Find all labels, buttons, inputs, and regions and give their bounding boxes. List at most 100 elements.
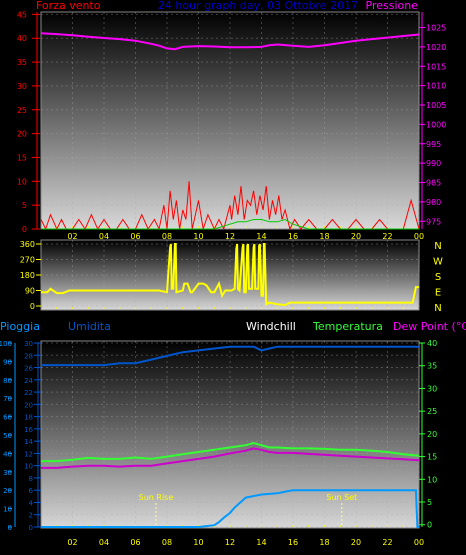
wind-tick-label: 45: [17, 10, 27, 19]
rain-tick-label: 50: [3, 432, 12, 440]
hour-tick: [87, 226, 90, 228]
pressure-tick-label: 1020: [426, 43, 446, 52]
hour-tick: [71, 226, 74, 228]
compass-label: N: [434, 241, 441, 252]
hour-tick: [55, 307, 58, 309]
hour-tick: [244, 226, 247, 228]
hour-label: 00: [414, 232, 424, 241]
hour-tick: [339, 307, 342, 309]
pressure-tick-label: 985: [426, 179, 441, 188]
temperature-line: [41, 441, 420, 463]
wind-tick-label: 0: [22, 225, 27, 234]
hour-tick: [292, 525, 294, 527]
hour-tick: [355, 226, 357, 228]
direction-tick-label: 270: [20, 256, 35, 265]
pressure-tick-label: 995: [426, 140, 441, 149]
hour-label: 18: [319, 538, 329, 547]
hour-tick: [276, 307, 279, 309]
hour-tick: [307, 525, 310, 527]
temperature-tick-label: 25: [427, 407, 437, 416]
direction-tick-label: 360: [20, 240, 35, 249]
dewpoint-line: [41, 447, 420, 469]
hour-tick: [307, 307, 310, 309]
hour-tick: [229, 525, 231, 527]
rain-axis-label: Pioggia: [0, 320, 40, 333]
humidity-tick-label: 30: [24, 340, 33, 348]
hour-tick: [402, 307, 405, 309]
hour-label: 04: [99, 232, 109, 241]
hour-tick: [386, 307, 389, 309]
rain-tick-label: 40: [3, 450, 12, 458]
hour-label: 08: [162, 538, 172, 547]
hour-label: 10: [193, 232, 203, 241]
compass-label: E: [435, 288, 441, 299]
hour-label: 16: [288, 232, 298, 241]
hour-label: 22: [382, 232, 392, 241]
hour-tick: [292, 226, 294, 228]
hour-tick: [103, 307, 105, 309]
hour-tick: [118, 226, 121, 228]
hour-tick: [292, 307, 294, 309]
hour-tick: [276, 226, 279, 228]
pressure-tick-label: 1025: [426, 24, 446, 33]
hour-tick: [166, 307, 168, 309]
wind-tick-label: 20: [17, 130, 27, 139]
hour-tick: [244, 525, 247, 527]
hour-label: 20: [351, 538, 361, 547]
hour-label: 02: [67, 232, 77, 241]
wind-tick-label: 35: [17, 58, 27, 67]
rain-tick-label: 60: [3, 414, 12, 422]
temperature-tick-label: 5: [427, 498, 432, 507]
humidity-tick-label: 6: [29, 487, 34, 495]
hour-tick: [71, 307, 74, 309]
hour-tick: [87, 307, 90, 309]
hour-tick: [229, 307, 231, 309]
rain-tick-label: 30: [3, 469, 12, 477]
temperature-tick-label: 40: [427, 339, 437, 348]
compass-label: W: [433, 257, 443, 268]
hour-label: 14: [256, 232, 266, 241]
rain-tick-label: 90: [3, 358, 12, 366]
dewpoint-label: Dew Point (°C): [393, 320, 466, 333]
hour-tick: [370, 307, 373, 309]
hour-tick: [150, 307, 153, 309]
hour-tick: [134, 307, 137, 309]
hour-tick: [323, 525, 326, 527]
wind-direction-line: [41, 243, 419, 307]
wind-tick-label: 30: [17, 82, 27, 91]
hour-label: 10: [193, 538, 203, 547]
pressure-tick-label: 990: [426, 159, 441, 168]
humidity-tick-label: 20: [24, 401, 33, 409]
compass-label: N: [434, 303, 441, 314]
rain-tick-label: 100: [0, 340, 12, 348]
wind-axis-label: Forza vento: [36, 0, 101, 12]
wind-tick-label: 40: [17, 34, 27, 43]
hour-label: 06: [130, 232, 140, 241]
wind-tick-label: 5: [22, 201, 27, 210]
gust-line: [41, 218, 419, 230]
wind-tick-label: 10: [17, 177, 27, 186]
hour-tick: [260, 525, 263, 527]
humidity-tick-label: 0: [29, 524, 33, 532]
humidity-tick-label: 18: [24, 414, 33, 422]
direction-tick-label: 0: [30, 302, 35, 311]
temperature-tick-label: 30: [427, 384, 437, 393]
humidity-line: [41, 345, 419, 367]
pressure-tick-label: 980: [426, 198, 441, 207]
hour-tick: [229, 226, 231, 228]
humidity-tick-label: 8: [29, 475, 33, 483]
humidity-tick-label: 26: [24, 365, 33, 373]
hour-label: 06: [130, 538, 140, 547]
hour-label: 12: [225, 232, 235, 241]
hour-tick: [197, 226, 200, 228]
hour-tick: [355, 307, 357, 309]
hour-tick: [276, 525, 279, 527]
hour-tick: [339, 226, 342, 228]
hour-label: 22: [382, 538, 392, 547]
hour-label: 16: [288, 538, 298, 547]
rain-tick-label: 20: [3, 487, 12, 495]
rain-line: [41, 489, 419, 528]
hour-tick: [323, 226, 326, 228]
